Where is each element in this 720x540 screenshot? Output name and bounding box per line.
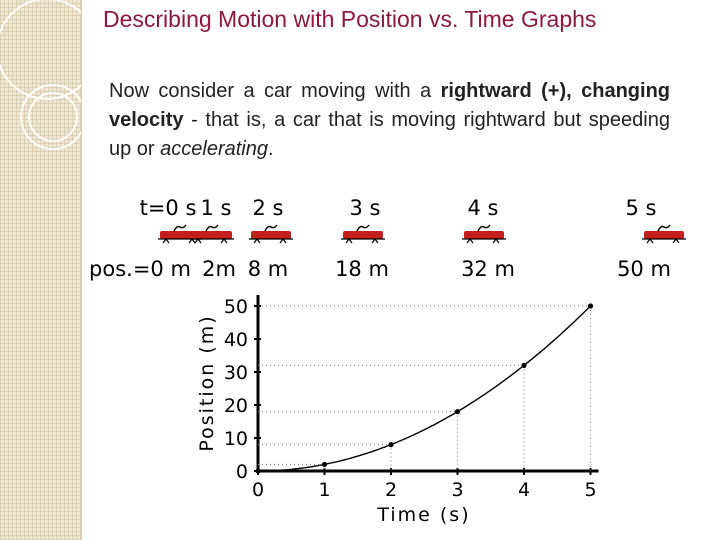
paragraph-text: Now consider a car moving with a bbox=[109, 80, 441, 102]
x-tick-label: 5 bbox=[584, 479, 596, 501]
decorative-ring bbox=[28, 92, 78, 142]
x-tick-label: 1 bbox=[318, 479, 330, 501]
time-label: 5 s bbox=[626, 196, 657, 220]
paragraph-bold-text: rightward (+), changing velocity bbox=[109, 80, 671, 131]
data-point bbox=[321, 461, 328, 467]
decorative-ring bbox=[20, 84, 86, 150]
paragraph-text: - that is, a car that is moving rightwar… bbox=[109, 109, 670, 160]
time-label: t=0 s bbox=[140, 196, 197, 220]
position-curve bbox=[258, 305, 591, 472]
position-label: 2m bbox=[202, 257, 236, 281]
paragraph-italic-text: accelerating bbox=[160, 138, 268, 160]
y-axis-label: Position (m) bbox=[196, 314, 218, 451]
data-point bbox=[587, 303, 594, 309]
x-tick-label: 2 bbox=[385, 479, 397, 501]
x-tick-label: 4 bbox=[518, 479, 530, 501]
y-tick-label: 40 bbox=[224, 329, 248, 351]
position-label: 18 m bbox=[335, 257, 389, 281]
time-label: 4 s bbox=[468, 196, 499, 220]
y-tick-label: 30 bbox=[224, 362, 248, 384]
data-point bbox=[454, 409, 461, 415]
position-label: 50 m bbox=[617, 257, 671, 281]
car-icon bbox=[462, 224, 506, 244]
car-icon bbox=[249, 224, 293, 244]
y-tick-label: 20 bbox=[224, 395, 248, 417]
y-tick-label: 10 bbox=[224, 428, 248, 450]
x-tick-label: 0 bbox=[252, 479, 264, 501]
time-label: 2 s bbox=[253, 196, 284, 220]
data-point bbox=[255, 468, 261, 474]
decorative-side-strip bbox=[0, 0, 98, 540]
time-label: 1 s bbox=[201, 196, 232, 220]
car-icon bbox=[190, 224, 234, 244]
x-tick-label: 3 bbox=[451, 479, 463, 501]
y-tick-label: 0 bbox=[236, 461, 248, 483]
car-icon bbox=[642, 224, 686, 244]
slide-paragraph: Now consider a car moving with a rightwa… bbox=[109, 77, 670, 164]
data-point bbox=[388, 442, 394, 448]
x-axis-label: Time (s) bbox=[376, 504, 470, 526]
car-icon bbox=[341, 224, 385, 244]
position-label: pos.=0 m bbox=[89, 257, 191, 281]
slide-title: Describing Motion with Position vs. Time… bbox=[103, 6, 597, 32]
y-tick-label: 50 bbox=[224, 296, 248, 318]
paragraph-text: . bbox=[268, 138, 274, 160]
position-label: 32 m bbox=[461, 257, 515, 281]
position-label: 8 m bbox=[248, 257, 289, 281]
data-point bbox=[521, 362, 527, 368]
time-label: 3 s bbox=[350, 196, 381, 220]
